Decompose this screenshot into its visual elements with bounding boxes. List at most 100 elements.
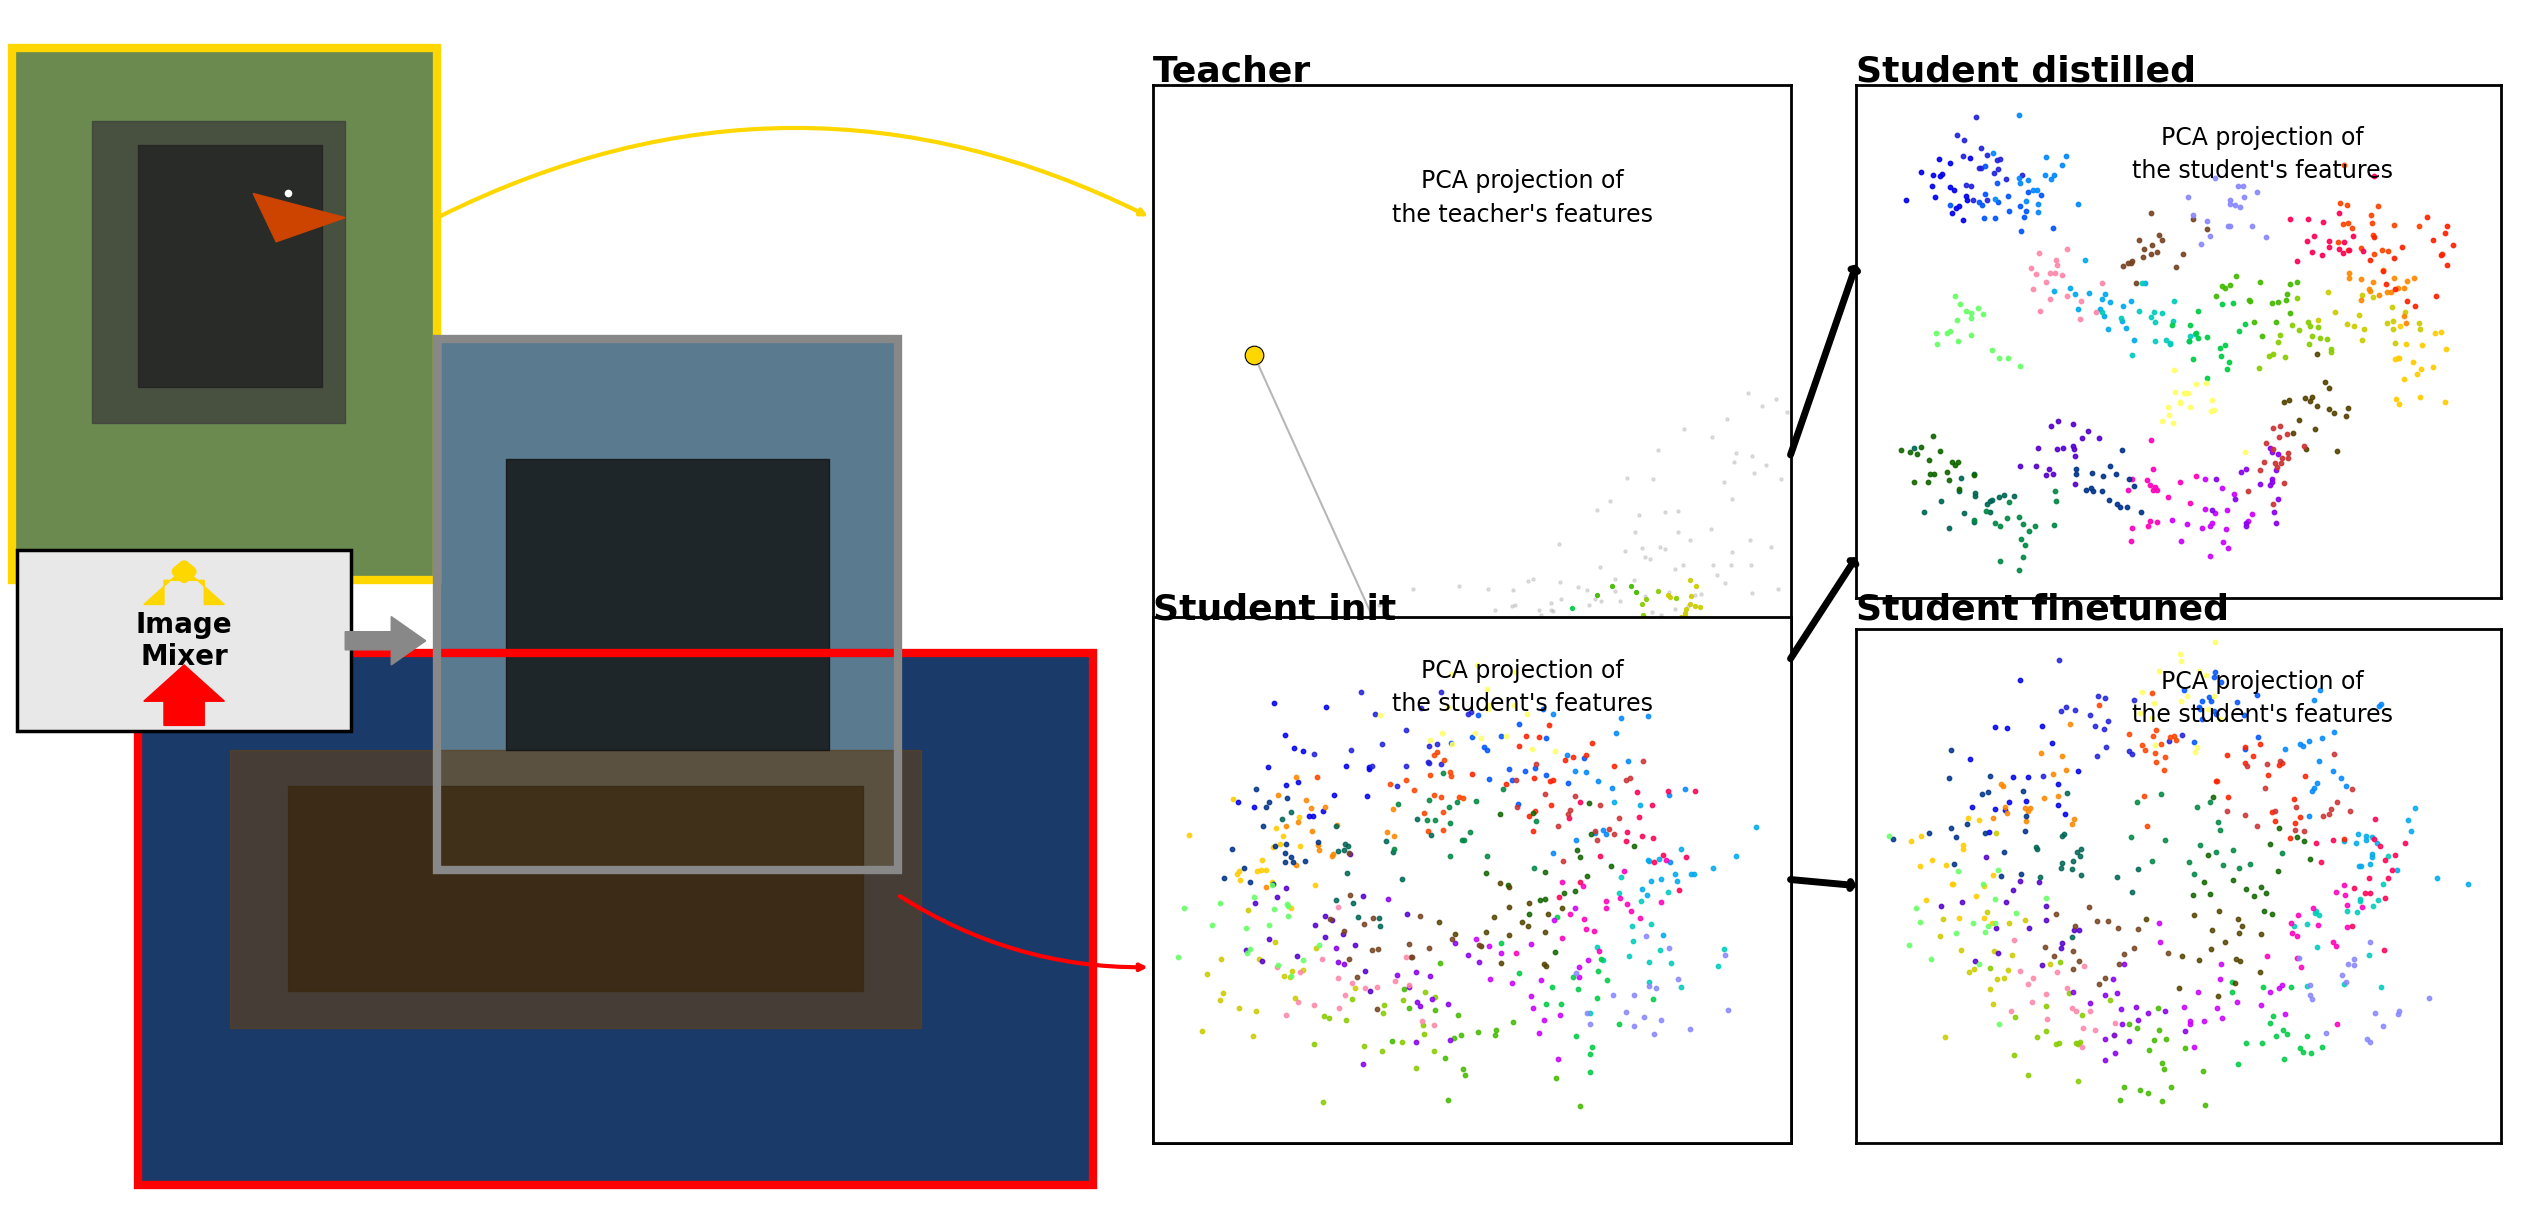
- Point: [1454, 689, 1495, 708]
- Point: [2102, 1000, 2142, 1019]
- Point: [1619, 808, 1659, 827]
- Point: [1424, 670, 1464, 689]
- Point: [1328, 886, 1368, 906]
- Point: [1692, 427, 1732, 446]
- Point: [1264, 725, 1305, 745]
- Point: [1338, 810, 1378, 829]
- Point: [2127, 1003, 2167, 1023]
- Point: [2033, 515, 2074, 534]
- Point: [1449, 663, 1490, 682]
- Point: [2162, 244, 2203, 264]
- Point: [2256, 513, 2296, 532]
- Point: [1404, 763, 1444, 782]
- Point: [2190, 546, 2231, 566]
- Point: [1495, 943, 1535, 962]
- Point: [1242, 982, 1282, 1001]
- Point: [2322, 965, 2362, 984]
- Point: [1555, 787, 1596, 806]
- Point: [1449, 770, 1490, 789]
- Point: [1252, 944, 1292, 964]
- Point: [1199, 742, 1239, 762]
- Point: [2372, 319, 2413, 339]
- Point: [2294, 226, 2334, 245]
- Point: [2036, 255, 2076, 274]
- Point: [2048, 715, 2089, 734]
- Point: [1735, 817, 1775, 837]
- Point: [2185, 374, 2226, 393]
- Point: [1950, 303, 1990, 323]
- Point: [1955, 510, 1995, 530]
- Point: [1381, 710, 1421, 729]
- Point: [2160, 393, 2200, 412]
- Point: [1540, 589, 1581, 608]
- Point: [1431, 748, 1472, 768]
- Point: [1533, 977, 1573, 996]
- Point: [1515, 754, 1555, 774]
- Point: [1968, 916, 2008, 936]
- Point: [1429, 644, 1469, 664]
- Point: [1439, 787, 1479, 806]
- Point: [2195, 705, 2236, 724]
- Point: [1361, 1041, 1401, 1060]
- Point: [1434, 775, 1474, 794]
- Point: [1975, 375, 2016, 394]
- Point: [2137, 480, 2177, 499]
- Point: [2258, 445, 2299, 464]
- Point: [2145, 1059, 2185, 1078]
- Point: [2377, 1005, 2418, 1024]
- Point: [1295, 875, 1335, 895]
- Point: [1353, 915, 1393, 935]
- Point: [1806, 565, 1846, 584]
- Point: [2124, 273, 2165, 293]
- Point: [1497, 863, 1538, 883]
- Point: [1376, 698, 1416, 717]
- Point: [2279, 1037, 2319, 1057]
- Point: [2362, 977, 2403, 996]
- Point: [2023, 767, 2064, 786]
- Point: [1242, 850, 1282, 869]
- Point: [1434, 718, 1474, 737]
- Point: [2140, 1020, 2180, 1040]
- Point: [1272, 803, 1313, 822]
- Point: [1624, 1007, 1664, 1026]
- Point: [2370, 283, 2410, 302]
- Point: [1429, 664, 1469, 683]
- Point: [1505, 632, 1545, 652]
- Point: [1419, 687, 1459, 706]
- Point: [1388, 777, 1429, 797]
- Point: [1507, 705, 1548, 724]
- Point: [2140, 226, 2180, 245]
- Point: [1626, 660, 1667, 679]
- Point: [2349, 206, 2390, 225]
- Point: [1292, 821, 1333, 840]
- Point: [1550, 701, 1591, 721]
- Point: [1978, 970, 2018, 989]
- Point: [1388, 696, 1429, 716]
- Point: [2360, 837, 2400, 856]
- Point: [1447, 620, 1487, 640]
- Point: [2069, 284, 2109, 303]
- Point: [2132, 430, 2172, 450]
- Point: [2349, 884, 2390, 903]
- Point: [1421, 760, 1462, 780]
- Point: [1444, 658, 1485, 677]
- Point: [1507, 769, 1548, 788]
- Point: [1340, 852, 1381, 872]
- Point: [2054, 413, 2094, 433]
- Point: [1419, 702, 1459, 722]
- Point: [1712, 542, 1753, 561]
- Point: [2299, 681, 2339, 700]
- Point: [1300, 840, 1340, 860]
- Point: [1434, 647, 1474, 666]
- Point: [1343, 646, 1383, 665]
- Point: [1414, 785, 1454, 804]
- Point: [1993, 880, 2033, 899]
- Point: [1391, 763, 1431, 782]
- Point: [1490, 623, 1530, 642]
- Point: [1649, 785, 1689, 804]
- Point: [996, 1147, 1037, 1167]
- Point: [1573, 676, 1614, 695]
- Point: [2183, 519, 2223, 538]
- Point: [2160, 393, 2200, 412]
- Point: [1560, 848, 1601, 867]
